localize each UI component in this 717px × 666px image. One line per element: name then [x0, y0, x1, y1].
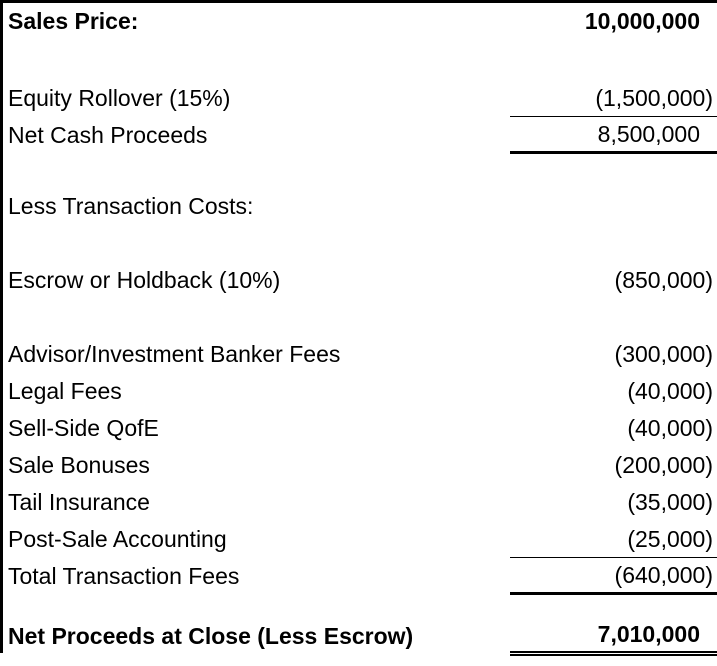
table-row: Less Transaction Costs: [3, 188, 717, 225]
table-row: Total Transaction Fees (640,000) [3, 558, 717, 595]
table-row: Sell-Side QofE (40,000) [3, 410, 717, 447]
row-label: Sales Price: [8, 8, 139, 34]
spacer-row [3, 299, 717, 336]
row-label: Equity Rollover (15%) [8, 85, 231, 111]
row-value: (25,000) [510, 521, 717, 558]
row-label: Legal Fees [8, 378, 122, 404]
row-value: (300,000) [614, 341, 713, 367]
row-label: Net Cash Proceeds [8, 122, 208, 148]
table-row: Post-Sale Accounting (25,000) [3, 521, 717, 558]
table-row: Equity Rollover (15%) (1,500,000) [3, 80, 717, 117]
table-row: Escrow or Holdback (10%) (850,000) [3, 262, 717, 299]
table-row: Net Proceeds at Close (Less Escrow) 7,010… [3, 617, 717, 656]
table-row: Net Cash Proceeds 8,500,000 [3, 117, 717, 154]
frame-border-left [0, 0, 3, 653]
table-row: Legal Fees (40,000) [3, 373, 717, 410]
row-value: 7,010,000 [510, 617, 717, 656]
row-label: Total Transaction Fees [8, 563, 240, 589]
row-label: Tail Insurance [8, 489, 150, 515]
row-value: (40,000) [627, 378, 713, 404]
row-value: 8,500,000 [510, 117, 717, 154]
row-label: Sale Bonuses [8, 452, 150, 478]
row-label: Sell-Side QofE [8, 415, 159, 441]
spacer-row [3, 595, 717, 617]
spacer-row [3, 225, 717, 262]
row-label: Net Proceeds at Close (Less Escrow) [8, 623, 414, 649]
row-label: Escrow or Holdback (10%) [8, 267, 281, 293]
spacer-row [3, 40, 717, 80]
financial-table: Sales Price: 10,000,000 Equity Rollover (1… [3, 3, 717, 656]
row-label: Advisor/Investment Banker Fees [8, 341, 341, 367]
row-value: (850,000) [614, 267, 713, 293]
table-row: Sale Bonuses (200,000) [3, 447, 717, 484]
row-value: (40,000) [627, 415, 713, 441]
row-value: (1,500,000) [510, 80, 717, 117]
row-value: (640,000) [510, 558, 717, 595]
row-label: Less Transaction Costs: [8, 193, 254, 219]
row-value: (35,000) [627, 489, 713, 515]
table-row: Advisor/Investment Banker Fees (300,000) [3, 336, 717, 373]
row-label: Post-Sale Accounting [8, 526, 227, 552]
table-row: Tail Insurance (35,000) [3, 484, 717, 521]
row-value [510, 188, 717, 225]
spacer-row [3, 154, 717, 188]
row-value: 10,000,000 [584, 8, 700, 34]
table-row: Sales Price: 10,000,000 [3, 3, 717, 40]
row-value: (200,000) [614, 452, 713, 478]
frame-border-top [0, 0, 717, 3]
